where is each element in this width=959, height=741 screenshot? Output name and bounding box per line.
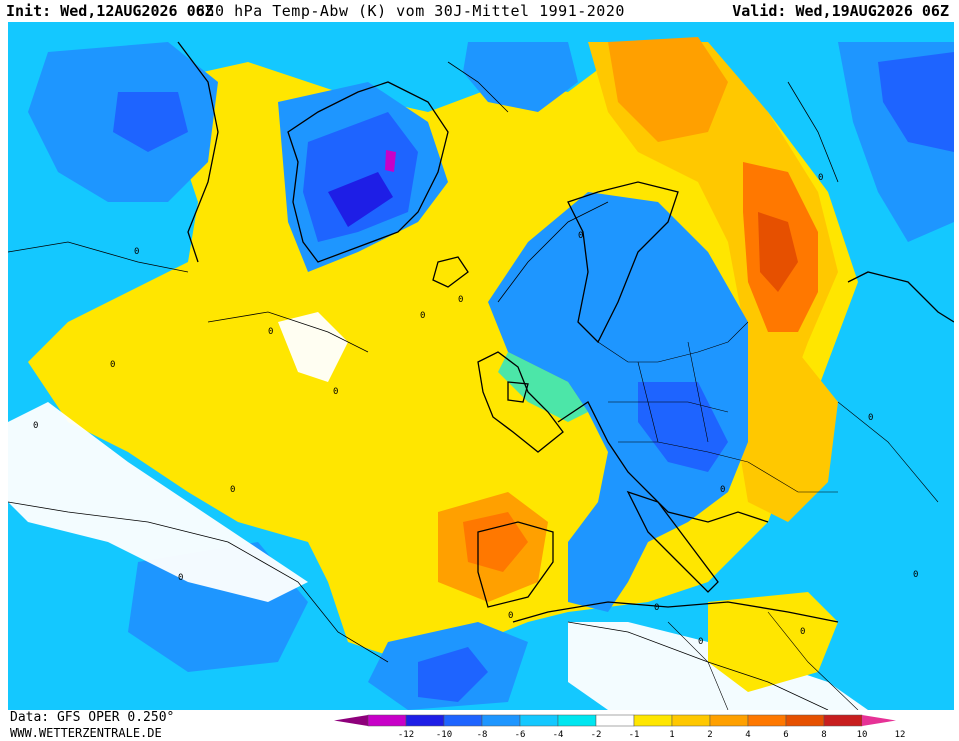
legend-swatch bbox=[405, 714, 445, 727]
warm-anomaly-north bbox=[608, 37, 728, 142]
legend-label: -10 bbox=[436, 730, 452, 739]
contour-label: 0 bbox=[800, 627, 805, 637]
legend-label: -6 bbox=[515, 730, 526, 739]
legend-label: 4 bbox=[745, 730, 750, 739]
cold-anomaly-top bbox=[463, 42, 578, 112]
legend-label: -12 bbox=[398, 730, 414, 739]
transition-scandi bbox=[498, 352, 588, 422]
legend-min-arrow bbox=[334, 715, 368, 726]
legend-swatch bbox=[747, 714, 787, 727]
neutral-band-west-small bbox=[278, 312, 348, 382]
warm-anomaly-africa bbox=[708, 592, 838, 692]
contour-label: 0 bbox=[333, 387, 338, 397]
cold-anomaly-europe-core bbox=[638, 382, 728, 472]
contour-label: 0 bbox=[230, 485, 235, 495]
valid-time: Valid: Wed,19AUG2026 06Z bbox=[732, 2, 949, 20]
map-header: Init: Wed,12AUG2026 06Z 850 hPa Temp-Abw… bbox=[0, 0, 959, 22]
contour-label: 0 bbox=[654, 603, 659, 613]
data-source: Data: GFS OPER 0.250° bbox=[10, 710, 175, 725]
legend-swatch bbox=[443, 714, 483, 727]
legend-label: -1 bbox=[629, 730, 640, 739]
contour-label: 0 bbox=[420, 311, 425, 321]
cold-anomaly-greenland-min bbox=[385, 150, 396, 172]
legend-swatch bbox=[519, 714, 559, 727]
contour-label: 0 bbox=[110, 360, 115, 370]
contour-label: 0 bbox=[698, 637, 703, 647]
legend-label: -4 bbox=[553, 730, 564, 739]
coastlines bbox=[177, 41, 954, 623]
legend-label: 2 bbox=[707, 730, 712, 739]
color-legend: -12 -10 -8 -6 -4 -2 -1 1 2 4 6 8 10 12 bbox=[334, 714, 906, 739]
contour-label: 0 bbox=[33, 421, 38, 431]
legend-swatch bbox=[671, 714, 711, 727]
website-credit: WWW.WETTERZENTRALE.DE bbox=[10, 726, 162, 740]
legend-swatch bbox=[595, 714, 635, 727]
legend-swatch bbox=[785, 714, 825, 727]
cold-anomaly-greenland-peak bbox=[328, 172, 393, 227]
country-borders bbox=[597, 321, 939, 710]
contour-label: 0 bbox=[458, 295, 463, 305]
legend-label: 12 bbox=[895, 730, 906, 739]
contour-label: 0 bbox=[868, 413, 873, 423]
legend-swatch bbox=[557, 714, 597, 727]
anomaly-field: 0 0 0 0 0 0 0 0 0 0 0 0 0 0 0 0 0 0 bbox=[8, 22, 954, 710]
warm-anomaly-balkans bbox=[738, 352, 838, 522]
contour-label: 0 bbox=[508, 611, 513, 621]
legend-label: 6 bbox=[783, 730, 788, 739]
legend-label: -8 bbox=[477, 730, 488, 739]
cold-anomaly-siberia-core bbox=[878, 52, 954, 152]
contour-label: 0 bbox=[268, 327, 273, 337]
legend-swatch bbox=[709, 714, 749, 727]
contour-labels: 0 0 0 0 0 0 0 0 0 0 0 0 0 0 0 0 0 0 bbox=[33, 173, 918, 647]
contour-label: 0 bbox=[818, 173, 823, 183]
map-title: 850 hPa Temp-Abw (K) vom 30J-Mittel 1991… bbox=[196, 2, 625, 20]
legend-max-arrow bbox=[862, 715, 896, 726]
zero-contours bbox=[8, 61, 839, 710]
warm-anomaly-east-peak bbox=[758, 212, 798, 292]
legend-swatch bbox=[823, 714, 863, 727]
warm-anomaly-iberia-core bbox=[463, 512, 528, 572]
contour-label: 0 bbox=[134, 247, 139, 257]
init-time: Init: Wed,12AUG2026 06Z bbox=[6, 2, 214, 20]
legend-swatch bbox=[367, 714, 407, 727]
contour-label: 0 bbox=[913, 570, 918, 580]
legend-label: 8 bbox=[821, 730, 826, 739]
cold-anomaly-south-core bbox=[418, 647, 488, 702]
map-footer: Data: GFS OPER 0.250° WWW.WETTERZENTRALE… bbox=[0, 710, 959, 741]
weather-map[interactable]: 0 0 0 0 0 0 0 0 0 0 0 0 0 0 0 0 0 0 bbox=[8, 22, 954, 710]
cold-anomaly-canada-core bbox=[113, 92, 188, 152]
legend-label: 1 bbox=[669, 730, 674, 739]
contour-label: 0 bbox=[578, 231, 583, 241]
contour-label: 0 bbox=[178, 573, 183, 583]
legend-swatch bbox=[633, 714, 673, 727]
legend-swatch bbox=[481, 714, 521, 727]
neutral-band-west bbox=[8, 402, 308, 602]
legend-label: 10 bbox=[857, 730, 868, 739]
legend-label: -2 bbox=[591, 730, 602, 739]
contour-label: 0 bbox=[720, 485, 725, 495]
cold-anomaly-greenland-core bbox=[303, 112, 418, 242]
